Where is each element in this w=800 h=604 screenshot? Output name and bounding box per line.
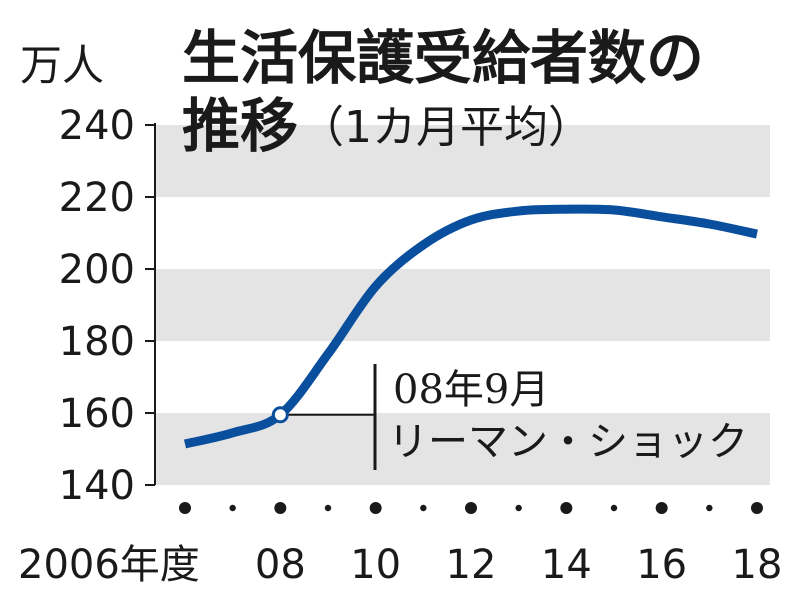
- highlight-point: [271, 406, 289, 424]
- gridline-bands: [155, 125, 770, 485]
- x-tick-label: 08: [255, 542, 306, 588]
- grid-band: [155, 125, 770, 197]
- x-tick-label: 12: [446, 542, 497, 588]
- x-tick-dot: [560, 502, 573, 514]
- y-axis: [145, 123, 156, 486]
- unit-label: 万人: [20, 41, 104, 90]
- x-tick-dot: [369, 502, 382, 514]
- x-tick-dot: [465, 502, 477, 514]
- x-tick-dot: [655, 502, 668, 514]
- x-tick-label: 18: [732, 542, 783, 588]
- x-tick-dot: [515, 504, 522, 512]
- x-tick-dot: [229, 504, 236, 512]
- x-tick-label: 14: [541, 542, 592, 588]
- y-tick-labels: 140 160 180 200 220 240: [59, 103, 135, 509]
- x-tick-labels: 08 10 12 14 16 18: [255, 542, 783, 588]
- x-tick-dot: [610, 504, 618, 512]
- x-tick-dot: [324, 504, 332, 512]
- chart-title: 生活保護受給者数の: [182, 24, 704, 92]
- y-tick-label: 200: [59, 247, 135, 293]
- x-tick-dot: [179, 502, 191, 514]
- x-axis-dots: [179, 502, 763, 514]
- annotation: [271, 364, 377, 470]
- y-tick-label: 180: [59, 319, 135, 365]
- chart-subtitle: （1カ月平均）: [300, 102, 592, 153]
- chart-title-line2: 推移: [182, 92, 298, 160]
- x-first-label: 2006年度: [18, 542, 200, 588]
- y-tick-label: 160: [59, 391, 135, 437]
- y-tick-label: 240: [59, 103, 135, 149]
- x-tick-dot: [420, 504, 427, 512]
- x-tick-dot: [706, 504, 713, 512]
- x-tick-label: 16: [636, 542, 687, 588]
- y-tick-label: 220: [59, 175, 135, 221]
- x-tick-dot: [751, 502, 763, 514]
- x-tick-label: 10: [350, 542, 401, 588]
- x-tick-dot: [274, 502, 287, 514]
- y-tick-label: 140: [59, 463, 135, 509]
- annotation-line1: 08年9月: [393, 367, 549, 413]
- grid-band: [155, 269, 770, 341]
- annotation-line2: リーマン・ショック: [388, 419, 748, 465]
